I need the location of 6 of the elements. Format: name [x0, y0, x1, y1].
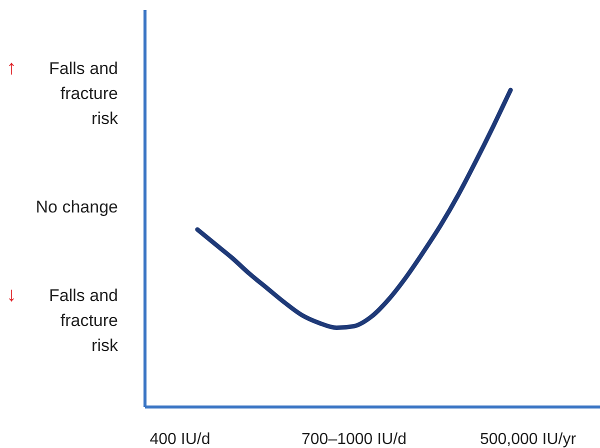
text: ↓ Falls and fracture risk — [6, 284, 118, 355]
text: No change — [36, 198, 118, 216]
x-tick-label: 500,000 IU/yr — [480, 431, 577, 448]
x-tick-label: 700–1000 IU/d — [302, 431, 406, 448]
text: ↑ Falls and fracture risk — [6, 57, 118, 128]
x-tick-label: 400 IU/d — [150, 431, 210, 448]
